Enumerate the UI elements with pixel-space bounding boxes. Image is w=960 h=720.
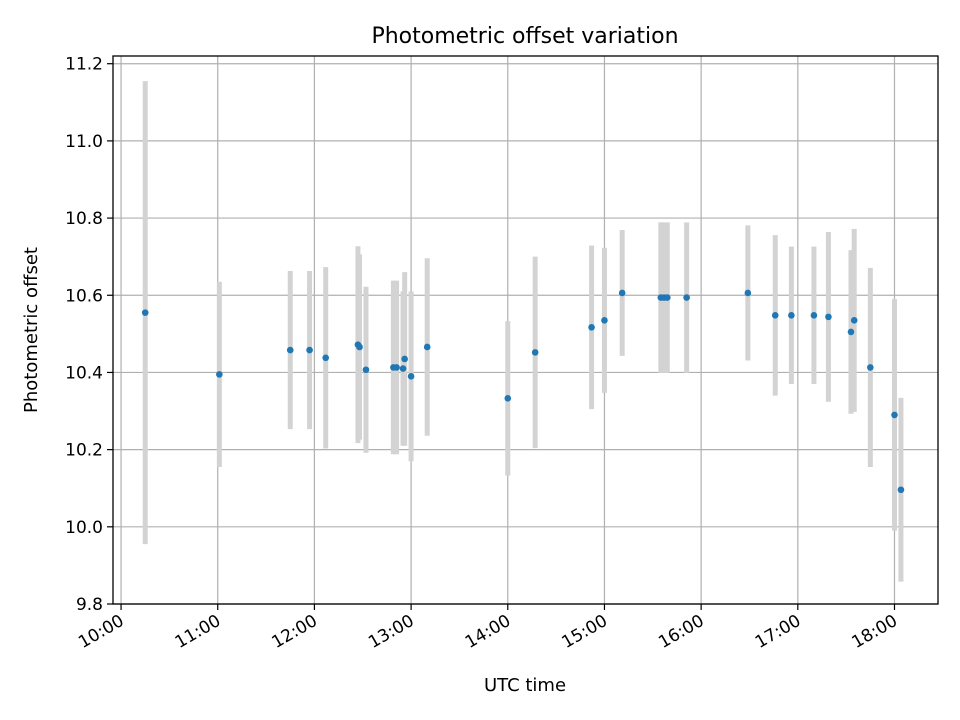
data-point (362, 366, 370, 374)
data-point (663, 294, 671, 301)
x-axis-label: UTC time (484, 675, 566, 696)
data-point (771, 312, 779, 319)
data-point (393, 364, 400, 371)
data-point (356, 343, 363, 351)
y-tick-label: 10.2 (65, 441, 103, 461)
y-axis-ticks: 9.8 10.0 10.2 10.4 10.6 10.8 11.0 11.2 (65, 55, 113, 615)
data-point (141, 309, 149, 316)
data-point (618, 289, 626, 297)
data-points (141, 289, 905, 494)
data-point (788, 312, 795, 319)
y-tick-label: 11.2 (65, 55, 103, 75)
data-point (867, 364, 874, 371)
y-tick-label: 9.8 (76, 595, 103, 615)
data-point (407, 373, 415, 380)
y-tick-label: 10.6 (65, 286, 103, 306)
y-tick-label: 11.0 (65, 132, 103, 152)
data-point (504, 395, 512, 402)
data-point (306, 346, 313, 354)
data-point (216, 371, 223, 378)
data-point (891, 411, 898, 419)
y-tick-label: 10.8 (65, 209, 103, 229)
data-point (423, 343, 431, 351)
y-tick-label: 10.4 (65, 363, 103, 383)
data-point (322, 354, 329, 362)
plot-frame (112, 55, 939, 605)
y-tick-label: 10.0 (65, 518, 103, 538)
data-point (825, 313, 832, 321)
data-point (810, 312, 818, 319)
data-point (588, 323, 595, 331)
data-point (399, 365, 407, 372)
data-point (286, 346, 294, 354)
data-point (897, 486, 905, 494)
data-point (683, 294, 690, 301)
y-axis-label: Photometric offset (21, 247, 42, 413)
data-point (850, 317, 858, 324)
data-point (531, 349, 539, 356)
data-point (744, 289, 752, 297)
chart-title: Photometric offset variation (371, 24, 678, 49)
data-point (601, 317, 608, 324)
data-point (401, 355, 408, 363)
data-point (847, 328, 855, 336)
